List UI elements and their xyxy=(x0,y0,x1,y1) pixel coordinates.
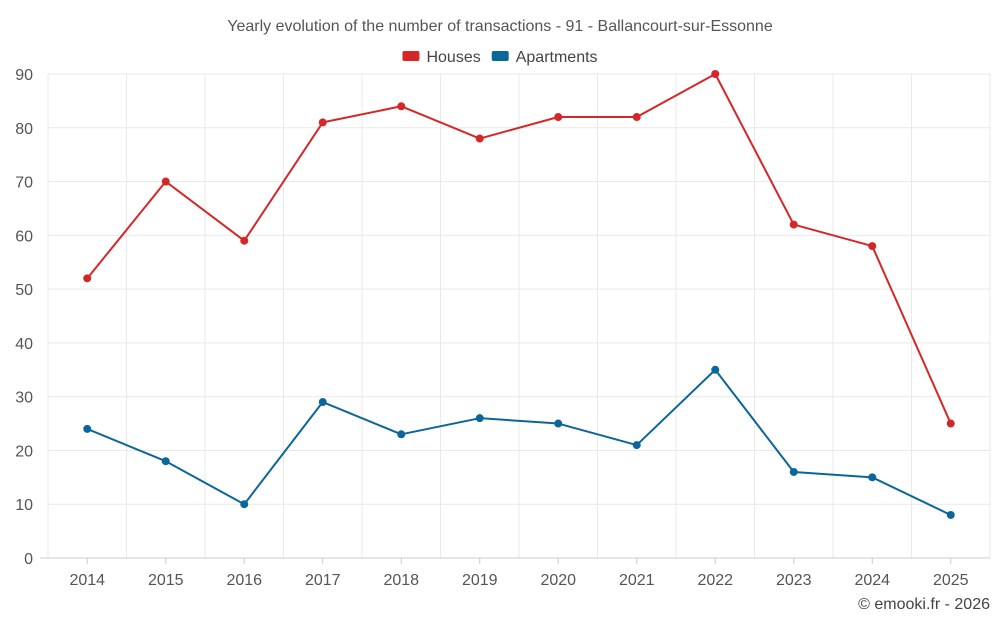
y-tick-label: 80 xyxy=(15,121,33,138)
data-point-apartments[interactable] xyxy=(318,398,327,407)
x-tick-label: 2015 xyxy=(148,572,184,589)
copyright-credit: © emooki.fr - 2026 xyxy=(858,596,990,613)
legend-swatch xyxy=(491,51,509,61)
data-point-houses[interactable] xyxy=(789,220,798,229)
data-point-houses[interactable] xyxy=(240,236,249,245)
data-point-apartments[interactable] xyxy=(946,510,955,519)
y-tick-label: 70 xyxy=(15,175,33,192)
data-point-houses[interactable] xyxy=(318,118,327,127)
data-point-apartments[interactable] xyxy=(83,424,92,433)
data-point-apartments[interactable] xyxy=(397,430,406,439)
data-point-houses[interactable] xyxy=(711,70,720,78)
chart-title: Yearly evolution of the number of transa… xyxy=(227,18,773,35)
data-point-houses[interactable] xyxy=(868,242,877,251)
y-axis: 0 10 20 30 40 50 60 70 80 90 xyxy=(15,67,33,568)
legend: Houses Apartments xyxy=(402,49,598,66)
x-tick-label: 2017 xyxy=(305,572,341,589)
series-line-houses xyxy=(86,73,952,424)
legend-label: Apartments xyxy=(516,49,598,66)
data-point-houses[interactable] xyxy=(632,113,641,122)
x-tick-label: 2019 xyxy=(462,572,498,589)
y-tick-label: 40 xyxy=(15,336,33,353)
legend-label: Houses xyxy=(426,49,480,66)
data-point-apartments[interactable] xyxy=(789,467,798,476)
y-tick-label: 20 xyxy=(15,443,33,460)
series-line-apartments xyxy=(86,368,952,516)
data-point-apartments[interactable] xyxy=(240,500,249,509)
data-point-houses[interactable] xyxy=(475,134,484,143)
y-tick-label: 90 xyxy=(15,67,33,84)
legend-item-apartments[interactable]: Apartments xyxy=(491,49,598,66)
y-tick-label: 30 xyxy=(15,390,33,407)
x-tick-label: 2016 xyxy=(226,572,262,589)
series-group xyxy=(83,70,955,519)
series-houses xyxy=(83,70,955,428)
data-point-apartments[interactable] xyxy=(161,457,170,466)
x-tick-label: 2018 xyxy=(383,572,419,589)
data-point-apartments[interactable] xyxy=(711,365,720,374)
x-tick-label: 2020 xyxy=(540,572,576,589)
grid xyxy=(47,73,991,558)
data-point-apartments[interactable] xyxy=(554,419,563,428)
legend-item-houses[interactable]: Houses xyxy=(402,49,481,66)
legend-swatch xyxy=(402,51,420,61)
data-point-houses[interactable] xyxy=(946,419,955,428)
x-axis: 2014 2015 2016 2017 2018 2019 2020 2021 2022 2023… xyxy=(40,557,990,589)
y-tick-label: 10 xyxy=(15,497,33,514)
x-tick-label: 2024 xyxy=(854,572,890,589)
data-point-apartments[interactable] xyxy=(632,441,641,450)
x-tick-label: 2021 xyxy=(619,572,655,589)
data-point-houses[interactable] xyxy=(397,102,406,111)
x-tick-label: 2023 xyxy=(776,572,812,589)
y-tick-label: 0 xyxy=(24,551,33,568)
y-tick-label: 50 xyxy=(15,282,33,299)
y-tick-label: 60 xyxy=(15,228,33,245)
data-point-houses[interactable] xyxy=(161,177,170,186)
x-tick-label: 2014 xyxy=(69,572,105,589)
x-tick-label: 2022 xyxy=(697,572,733,589)
x-tick-label: 2025 xyxy=(933,572,969,589)
data-point-houses[interactable] xyxy=(554,113,563,122)
data-point-houses[interactable] xyxy=(83,274,92,283)
data-point-apartments[interactable] xyxy=(475,414,484,423)
data-point-apartments[interactable] xyxy=(868,473,877,482)
series-apartments xyxy=(83,365,955,519)
